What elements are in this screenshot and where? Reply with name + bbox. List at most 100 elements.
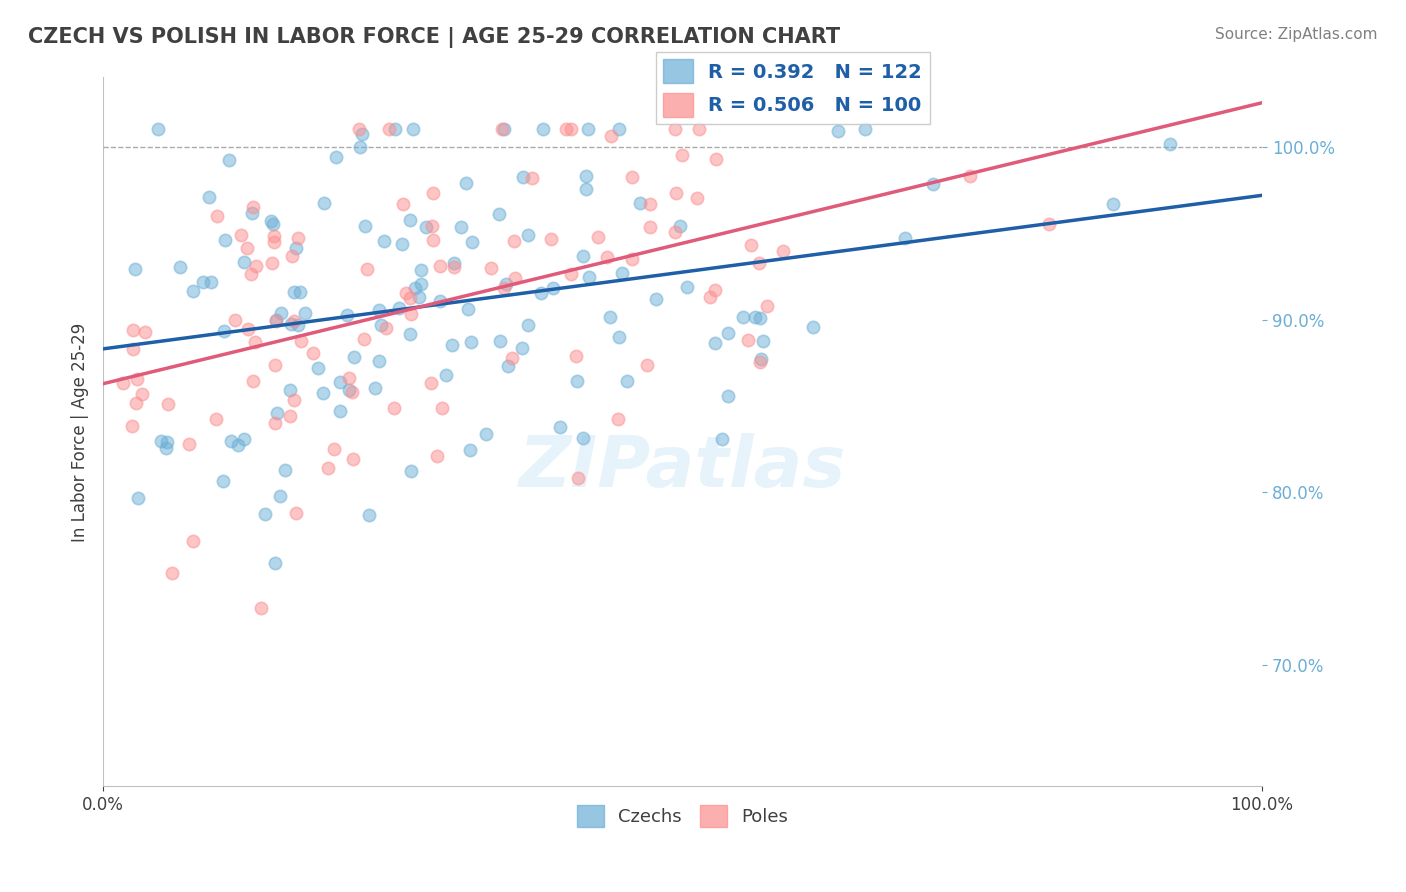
- Point: [560, 268, 582, 282]
- Point: [229, 228, 252, 243]
- Point: [638, 197, 661, 211]
- Point: [370, 318, 392, 333]
- Point: [740, 237, 762, 252]
- Point: [294, 305, 316, 319]
- Point: [224, 313, 246, 327]
- Point: [461, 235, 484, 250]
- Point: [710, 432, 733, 446]
- Point: [922, 177, 945, 191]
- Point: [853, 122, 876, 136]
- Point: [749, 351, 772, 366]
- Point: [343, 350, 366, 364]
- Point: [264, 359, 287, 373]
- Point: [434, 368, 457, 383]
- Point: [382, 401, 405, 416]
- Point: [284, 242, 307, 256]
- Point: [278, 383, 301, 397]
- Point: [491, 122, 513, 136]
- Point: [496, 359, 519, 374]
- Point: [146, 122, 169, 136]
- Point: [457, 302, 479, 317]
- Point: [600, 129, 623, 144]
- Point: [347, 122, 370, 136]
- Point: [263, 217, 285, 231]
- Point: [122, 323, 145, 337]
- Point: [375, 321, 398, 335]
- Point: [353, 332, 375, 346]
- Point: [731, 310, 754, 324]
- Point: [669, 219, 692, 233]
- Point: [384, 122, 406, 136]
- Point: [240, 267, 263, 281]
- Point: [262, 256, 284, 270]
- Point: [737, 333, 759, 347]
- Point: [214, 324, 236, 338]
- Point: [606, 412, 628, 426]
- Point: [610, 266, 633, 280]
- Point: [571, 249, 593, 263]
- Point: [479, 260, 502, 275]
- Point: [408, 290, 430, 304]
- Point: [121, 342, 143, 356]
- Point: [520, 171, 543, 186]
- Point: [517, 318, 540, 332]
- Point: [1159, 136, 1181, 151]
- Point: [363, 381, 385, 395]
- Point: [283, 314, 305, 328]
- Point: [285, 506, 308, 520]
- Point: [127, 372, 149, 386]
- Point: [193, 275, 215, 289]
- Point: [717, 326, 740, 340]
- Point: [179, 437, 201, 451]
- Point: [155, 441, 177, 455]
- Point: [401, 122, 423, 136]
- Point: [302, 346, 325, 360]
- Y-axis label: In Labor Force | Age 25-29: In Labor Force | Age 25-29: [72, 322, 89, 541]
- Point: [399, 464, 422, 478]
- Point: [494, 280, 516, 294]
- Point: [665, 186, 688, 200]
- Point: [409, 262, 432, 277]
- Point: [391, 197, 413, 211]
- Point: [134, 325, 156, 339]
- Point: [636, 358, 658, 372]
- Point: [205, 412, 228, 426]
- Point: [429, 259, 451, 273]
- Point: [218, 153, 240, 167]
- Point: [274, 462, 297, 476]
- Point: [242, 374, 264, 388]
- Point: [607, 330, 630, 344]
- Point: [621, 252, 644, 267]
- Point: [893, 231, 915, 245]
- Point: [704, 283, 727, 297]
- Text: ZIPatlas: ZIPatlas: [519, 433, 846, 502]
- Point: [181, 533, 204, 548]
- Point: [426, 449, 449, 463]
- Point: [571, 431, 593, 445]
- Point: [283, 392, 305, 407]
- Point: [387, 301, 409, 315]
- Point: [638, 220, 661, 235]
- Point: [748, 355, 770, 369]
- Point: [233, 254, 256, 268]
- Point: [359, 508, 381, 522]
- Point: [307, 361, 329, 376]
- Point: [454, 176, 477, 190]
- Point: [342, 452, 364, 467]
- Point: [283, 285, 305, 299]
- Point: [827, 124, 849, 138]
- Point: [676, 280, 699, 294]
- Point: [404, 281, 426, 295]
- Point: [325, 150, 347, 164]
- Point: [127, 491, 149, 506]
- Point: [703, 336, 725, 351]
- Point: [121, 419, 143, 434]
- Point: [198, 190, 221, 204]
- Point: [233, 432, 256, 446]
- Point: [112, 376, 135, 390]
- Point: [801, 319, 824, 334]
- Point: [560, 122, 582, 136]
- Point: [212, 474, 235, 488]
- Point: [959, 169, 981, 183]
- Point: [280, 409, 302, 424]
